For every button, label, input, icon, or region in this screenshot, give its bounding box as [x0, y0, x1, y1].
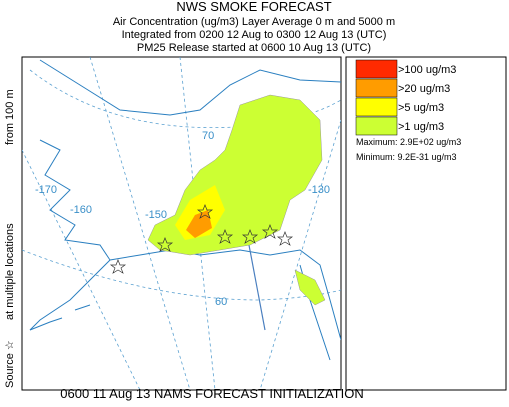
coastline [29, 59, 341, 341]
smoke-area [186, 210, 212, 238]
footer: 0600 11 Aug 13 NAMS FORECAST INITIALIZAT… [60, 386, 363, 401]
grid-label: -170 [35, 184, 57, 196]
grid-line [259, 119, 341, 390]
legend-label: >1 ug/m3 [398, 121, 444, 133]
grid-label: 60 [215, 296, 227, 308]
legend-label: >100 ug/m3 [398, 64, 456, 76]
legend-swatch [355, 78, 398, 98]
legend-swatch [355, 97, 398, 117]
legend-swatch [355, 116, 398, 136]
maximum: Maximum: 2.9E+02 ug/m3 [356, 137, 461, 147]
smoke-area [175, 185, 225, 240]
legend-label: >5 ug/m3 [398, 102, 444, 114]
grid-label: -150 [145, 209, 167, 221]
grid-label: -130 [308, 184, 330, 196]
grid-label: -160 [70, 204, 92, 216]
smoke-area [294, 269, 326, 306]
grid-line [89, 57, 191, 390]
subtitle: Air Concentration (ug/m3) Layer Average … [113, 16, 395, 28]
side-label: at multiple locations [4, 223, 16, 320]
side-label: from 100 m [4, 89, 16, 145]
minimum: Minimum: 9.2E-31 ug/m3 [356, 152, 457, 162]
sources [109, 204, 294, 274]
grid-line [22, 149, 141, 390]
legend-swatch [355, 59, 398, 79]
grid-line [29, 69, 341, 129]
side-label: Source ☆ [4, 340, 16, 388]
legend-label: >20 ug/m3 [398, 83, 450, 95]
title: NWS SMOKE FORECAST [176, 0, 331, 14]
subtitle: Integrated from 0200 12 Aug to 0300 12 A… [122, 29, 387, 41]
subtitle: PM25 Release started at 0600 10 Aug 13 (… [137, 42, 371, 54]
grid-line [22, 249, 341, 301]
grid-label: 70 [202, 130, 214, 142]
map: 70 -170 -160 -150 -130 60 [21, 56, 342, 391]
